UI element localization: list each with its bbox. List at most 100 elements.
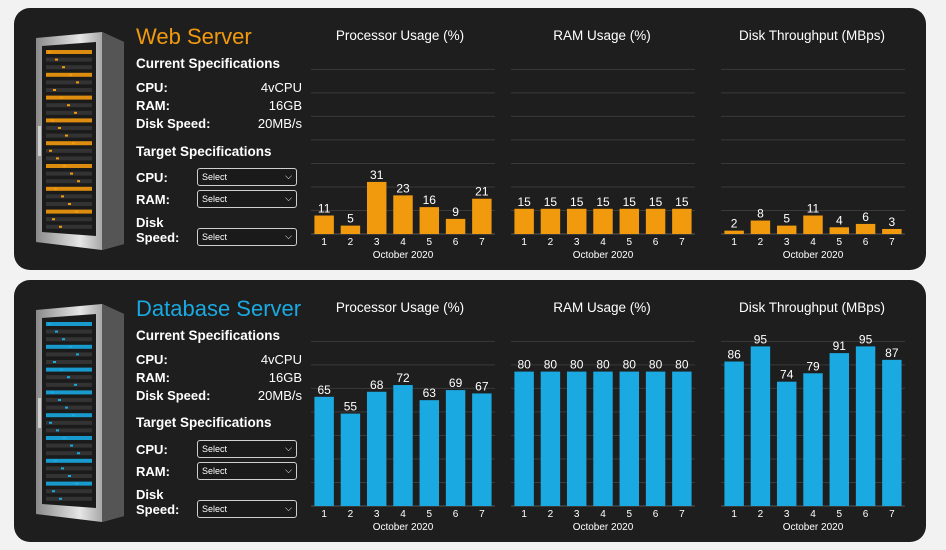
data-label: 5	[783, 212, 790, 226]
bar	[750, 220, 771, 234]
x-tick-label: 4	[400, 509, 406, 520]
x-axis-label: October 2020	[573, 522, 634, 533]
current-specs-heading: Current Specifications	[136, 328, 281, 343]
target-ram-select-value: Select	[202, 466, 228, 476]
target-cpu-select[interactable]: Select ⌵	[197, 440, 297, 458]
x-axis-label: October 2020	[573, 250, 634, 261]
target-ram-select[interactable]: Select ⌵	[197, 190, 297, 208]
data-label: 80	[544, 358, 558, 372]
bar	[514, 371, 534, 506]
x-tick-label: 1	[321, 509, 327, 520]
bar	[540, 371, 561, 506]
chevron-down-icon: ⌵	[285, 503, 292, 513]
server-title: Database Server	[136, 296, 302, 321]
data-label: 23	[396, 181, 410, 195]
target-disk-select[interactable]: Select ⌵	[197, 500, 297, 518]
bar	[645, 371, 666, 506]
target-disk-select[interactable]: Select ⌵	[197, 228, 297, 246]
disk-chart-title: Disk Throughput (MBps)	[738, 300, 886, 315]
current-cpu-label: CPU:	[136, 80, 168, 95]
x-tick-label: 6	[653, 237, 659, 248]
data-label: 5	[347, 212, 354, 226]
data-label: 4	[836, 213, 843, 227]
data-label: 55	[344, 400, 358, 414]
data-label: 11	[807, 202, 820, 216]
data-label: 80	[570, 358, 584, 372]
bar	[724, 361, 744, 506]
processor-chart-title: Processor Usage (%)	[335, 300, 465, 315]
data-label: 87	[885, 346, 899, 360]
processor-chart-title: Processor Usage (%)	[335, 28, 465, 43]
target-cpu-select-value: Select	[202, 172, 228, 182]
data-label: 15	[623, 195, 637, 209]
current-ram-row: RAM: 16GB	[136, 370, 302, 386]
current-disk-row: Disk Speed: 20MB/s	[136, 388, 302, 404]
x-tick-label: 3	[784, 237, 790, 248]
data-label: 68	[370, 378, 384, 392]
target-specs-heading: Target Specifications	[136, 415, 272, 430]
data-label: 79	[806, 359, 820, 373]
x-tick-label: 3	[574, 237, 580, 248]
data-label: 67	[475, 379, 489, 393]
bar	[672, 208, 692, 234]
x-tick-label: 2	[548, 237, 554, 248]
x-axis-label: October 2020	[783, 522, 844, 533]
data-label: 11	[318, 202, 331, 216]
x-tick-label: 7	[479, 237, 485, 248]
bar	[314, 215, 334, 234]
data-label: 6	[862, 210, 869, 224]
bar	[419, 207, 440, 234]
x-tick-label: 2	[758, 237, 764, 248]
current-disk-value: 20MB/s	[257, 388, 302, 403]
bar	[445, 390, 466, 506]
data-label: 80	[517, 358, 531, 372]
x-tick-label: 5	[837, 509, 843, 520]
bar	[855, 223, 876, 234]
x-tick-label: 1	[731, 509, 737, 520]
x-tick-label: 3	[784, 509, 790, 520]
target-cpu-label: CPU:	[136, 170, 168, 185]
bar	[314, 396, 334, 506]
web-server-panel: Web Server Current Specifications CPU: 4…	[14, 8, 926, 270]
data-label: 80	[596, 358, 610, 372]
bar	[366, 181, 387, 234]
data-label: 72	[396, 371, 410, 385]
x-tick-label: 4	[810, 509, 816, 520]
bar	[829, 353, 850, 506]
data-label: 16	[423, 193, 437, 207]
bar	[724, 230, 744, 234]
bar	[566, 371, 587, 506]
data-label: 69	[449, 376, 463, 390]
data-label: 8	[757, 207, 764, 221]
x-tick-label: 3	[374, 509, 380, 520]
data-label: 91	[833, 339, 847, 353]
bar	[803, 373, 823, 506]
bar	[776, 381, 797, 506]
data-label: 3	[889, 215, 896, 229]
data-label: 86	[727, 348, 741, 362]
chevron-down-icon: ⌵	[285, 171, 292, 181]
x-tick-label: 2	[348, 509, 354, 520]
x-tick-label: 6	[863, 237, 869, 248]
chevron-down-icon: ⌵	[285, 193, 292, 203]
x-tick-label: 2	[548, 509, 554, 520]
server-rack-icon	[36, 32, 124, 250]
x-tick-label: 1	[521, 509, 527, 520]
data-label: 15	[596, 195, 610, 209]
x-tick-label: 7	[479, 509, 485, 520]
target-ram-select[interactable]: Select ⌵	[197, 462, 297, 480]
x-tick-label: 4	[810, 237, 816, 248]
bar	[829, 227, 850, 234]
current-disk-label: Disk Speed:	[136, 116, 211, 131]
bar	[566, 208, 587, 234]
bar	[340, 413, 361, 506]
x-axis-label: October 2020	[373, 250, 434, 261]
x-tick-label: 7	[889, 237, 895, 248]
x-tick-label: 1	[731, 237, 737, 248]
bar	[776, 225, 797, 234]
server-rack-image	[32, 302, 128, 524]
data-label: 74	[780, 368, 794, 382]
x-axis-label: October 2020	[783, 250, 844, 261]
target-cpu-select[interactable]: Select ⌵	[197, 168, 297, 186]
current-ram-row: RAM: 16GB	[136, 98, 302, 114]
